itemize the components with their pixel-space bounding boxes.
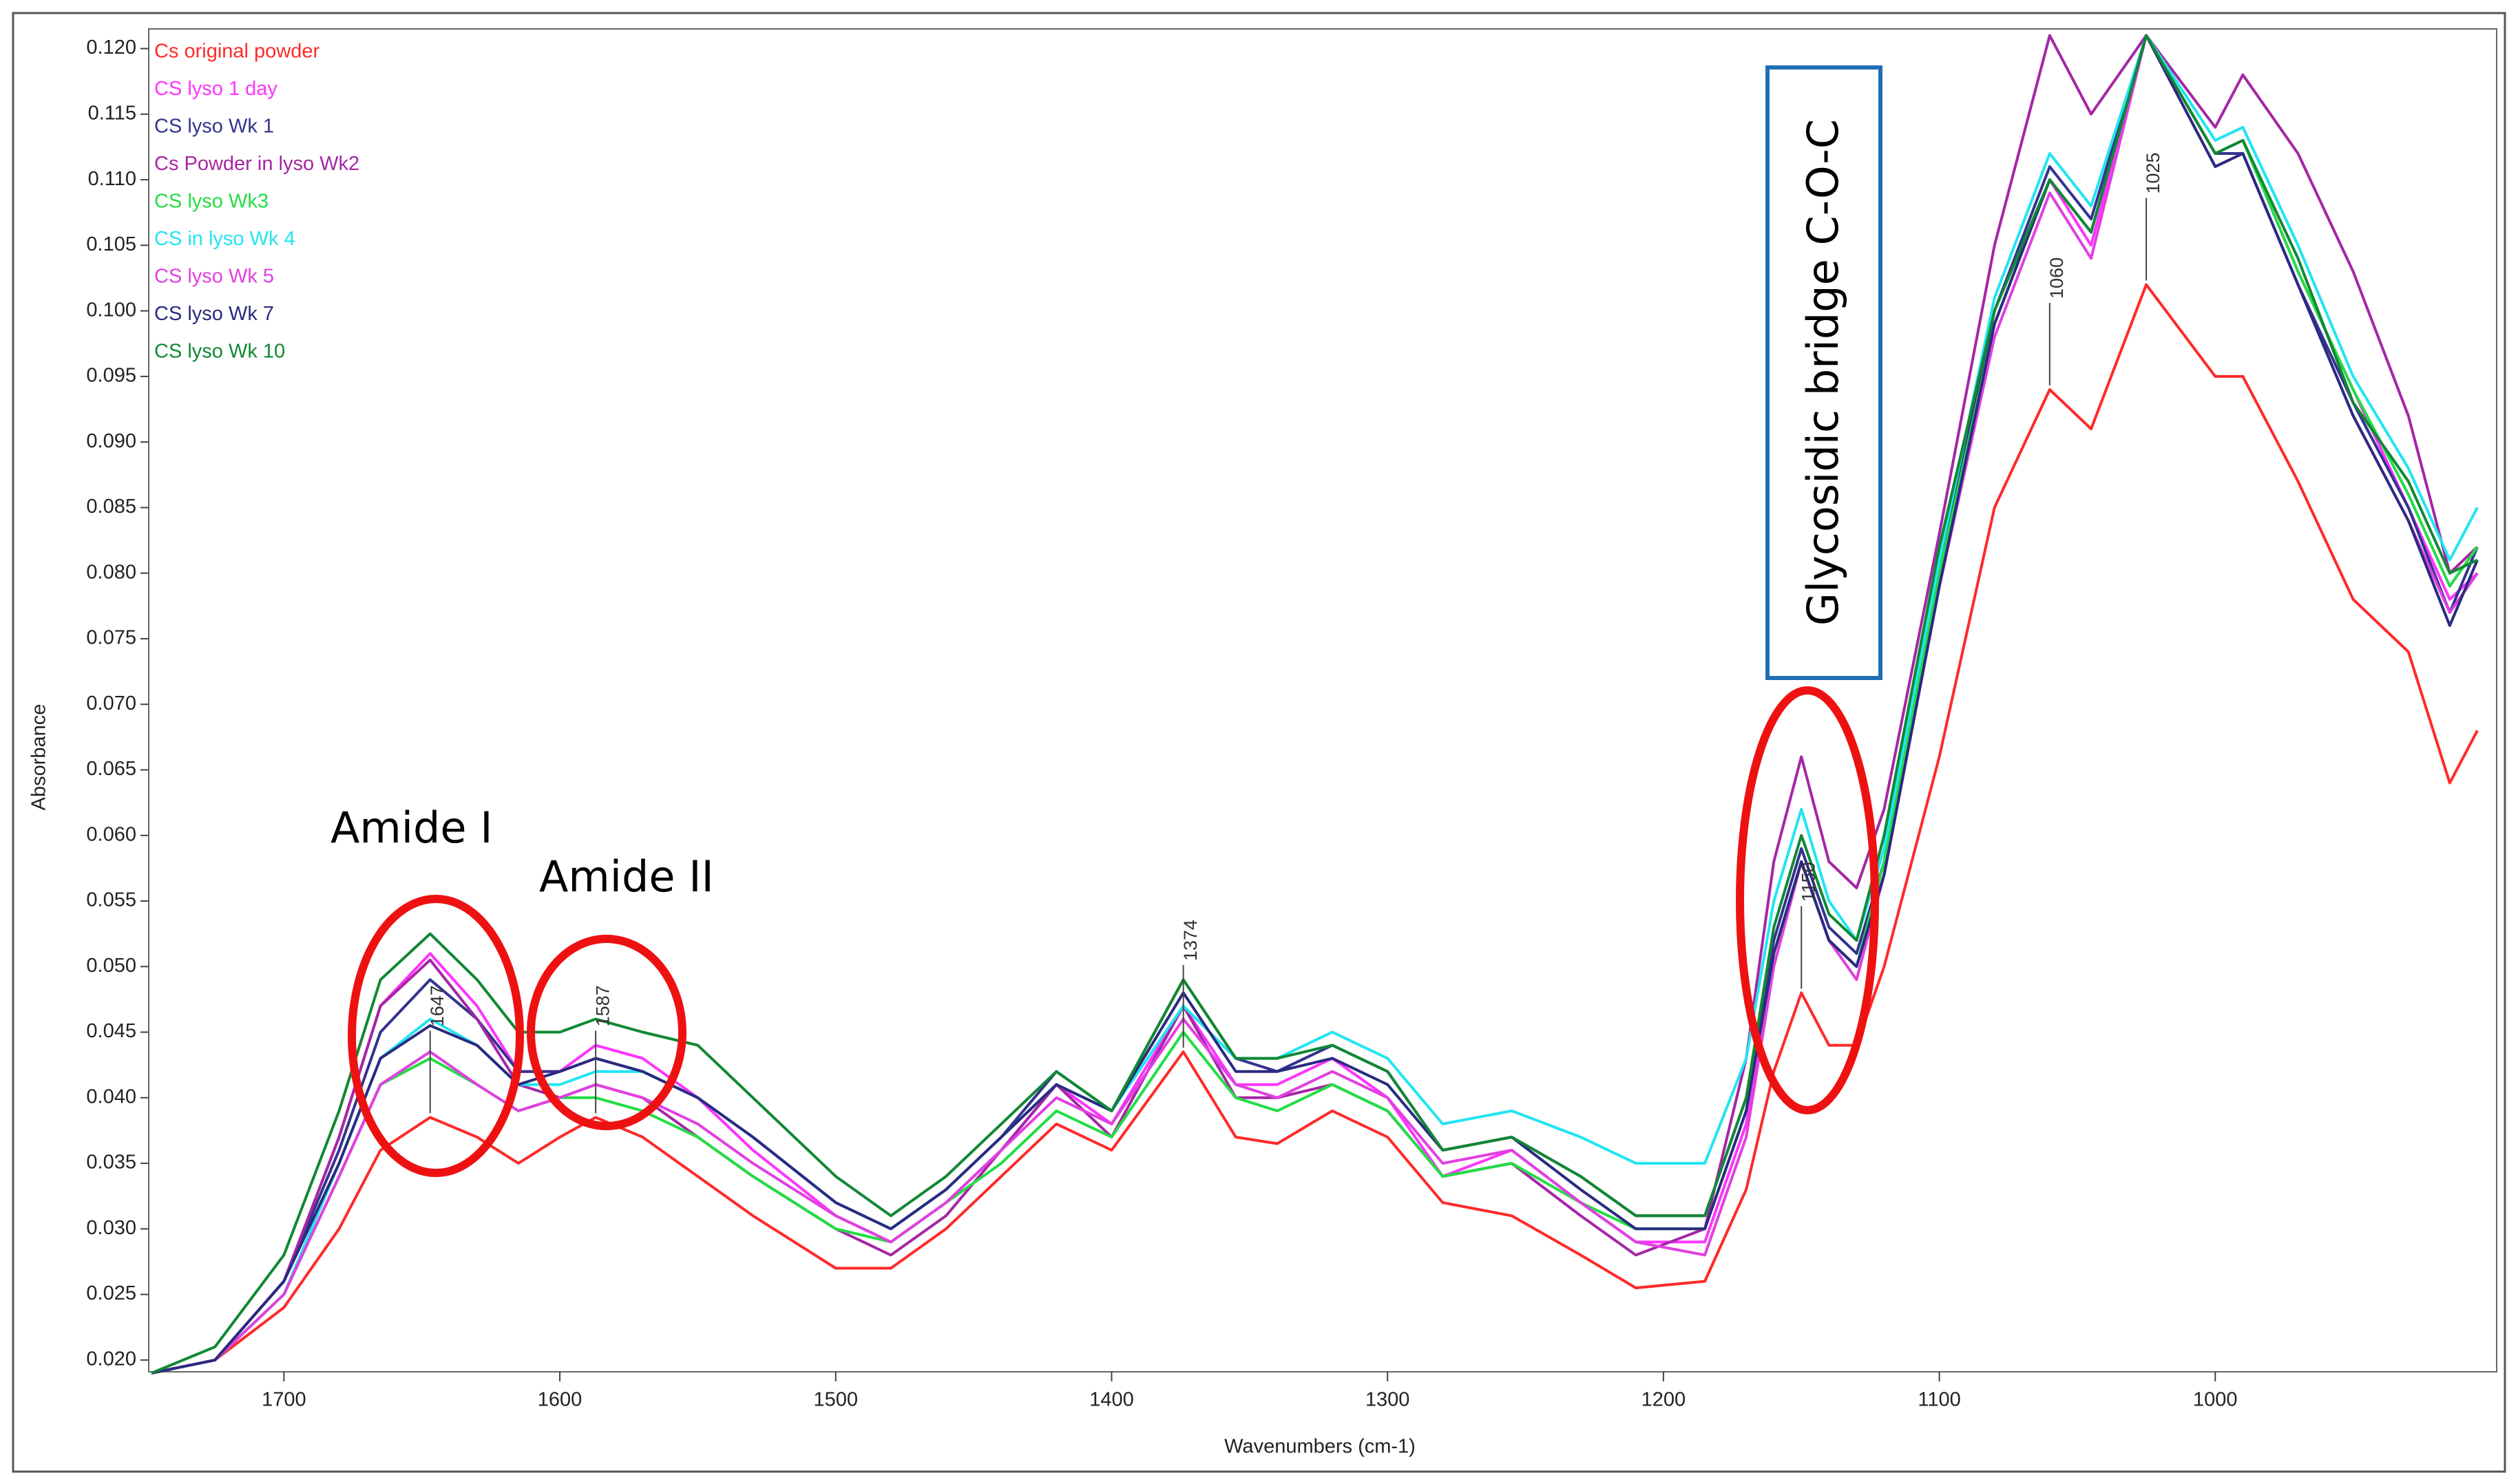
peak-label: 1150 — [1798, 862, 1818, 902]
y-tick-label: 0.110 — [88, 168, 136, 190]
legend-entry: CS in lyso Wk 4 — [154, 228, 295, 250]
y-tick-label: 0.035 — [86, 1152, 136, 1174]
y-tick-label: 0.060 — [86, 823, 136, 845]
y-tick-label: 0.040 — [86, 1085, 136, 1107]
legend-entry: CS lyso Wk 5 — [154, 266, 274, 288]
y-tick-label: 0.100 — [86, 299, 136, 321]
y-tick-label: 0.065 — [86, 758, 136, 780]
y-tick-label: 0.105 — [86, 233, 136, 255]
peak-label: 1587 — [592, 985, 613, 1026]
glycosidic-box — [1765, 65, 1882, 680]
x-tick-label: 1000 — [2193, 1389, 2238, 1411]
x-tick-label: 1400 — [1089, 1389, 1134, 1411]
x-tick-label: 1500 — [813, 1389, 858, 1411]
spectrum-line — [151, 34, 2479, 1375]
x-tick-label: 1200 — [1641, 1389, 1686, 1411]
glycosidic-label: Glycosidic bridge C-O-C — [1798, 119, 1848, 626]
y-tick-label: 0.030 — [86, 1217, 136, 1239]
x-tick-label: 1600 — [538, 1389, 583, 1411]
y-tick-label: 0.075 — [86, 627, 136, 649]
legend-entry: CS lyso Wk3 — [154, 191, 269, 213]
legend-entry: Cs Powder in lyso Wk2 — [154, 153, 359, 175]
y-tick-label: 0.050 — [86, 955, 136, 977]
glycosidic-circle — [1736, 686, 1879, 1114]
frame — [12, 12, 2506, 1473]
amide-2-label: Amide II — [539, 851, 714, 902]
y-tick-label: 0.090 — [86, 430, 136, 452]
legend-entry: CS lyso Wk 10 — [154, 341, 285, 363]
spectrum-line — [151, 283, 2479, 1375]
legend-entry: Cs original powder — [154, 41, 320, 63]
y-tick-label: 0.045 — [86, 1020, 136, 1042]
y-tick-label: 0.120 — [86, 36, 136, 59]
y-tick-label: 0.095 — [86, 365, 136, 387]
y-tick-label: 0.055 — [86, 889, 136, 911]
y-tick-label: 0.025 — [86, 1282, 136, 1304]
peak-label: 1374 — [1180, 920, 1201, 961]
amide-1-label: Amide I — [331, 803, 493, 853]
spectrum-line — [151, 34, 2478, 1375]
peak-label: 1025 — [2143, 152, 2163, 193]
peak-label: 1060 — [2046, 257, 2067, 299]
amide-1-circle — [348, 895, 524, 1177]
amide-2-circle — [527, 935, 686, 1130]
y-tick-label: 0.070 — [86, 692, 136, 714]
y-tick-label: 0.020 — [86, 1348, 136, 1370]
y-tick-label: 0.085 — [86, 496, 136, 518]
plot-border — [148, 28, 2497, 1372]
x-tick-label: 1300 — [1365, 1389, 1410, 1411]
x-tick-label: 1700 — [262, 1389, 306, 1411]
legend-entry: CS lyso Wk 7 — [154, 303, 274, 325]
x-axis-label: Wavenumbers (cm-1) — [1224, 1436, 1416, 1458]
y-tick-label: 0.115 — [88, 102, 136, 124]
legend-entry: CS lyso Wk 1 — [154, 116, 274, 138]
peak-label: 1647 — [427, 985, 448, 1026]
y-axis-label: Absorbance — [28, 704, 50, 811]
y-tick-label: 0.080 — [86, 561, 136, 583]
legend-entry: CS lyso 1 day — [154, 78, 277, 100]
x-tick-label: 1100 — [1918, 1389, 1960, 1411]
